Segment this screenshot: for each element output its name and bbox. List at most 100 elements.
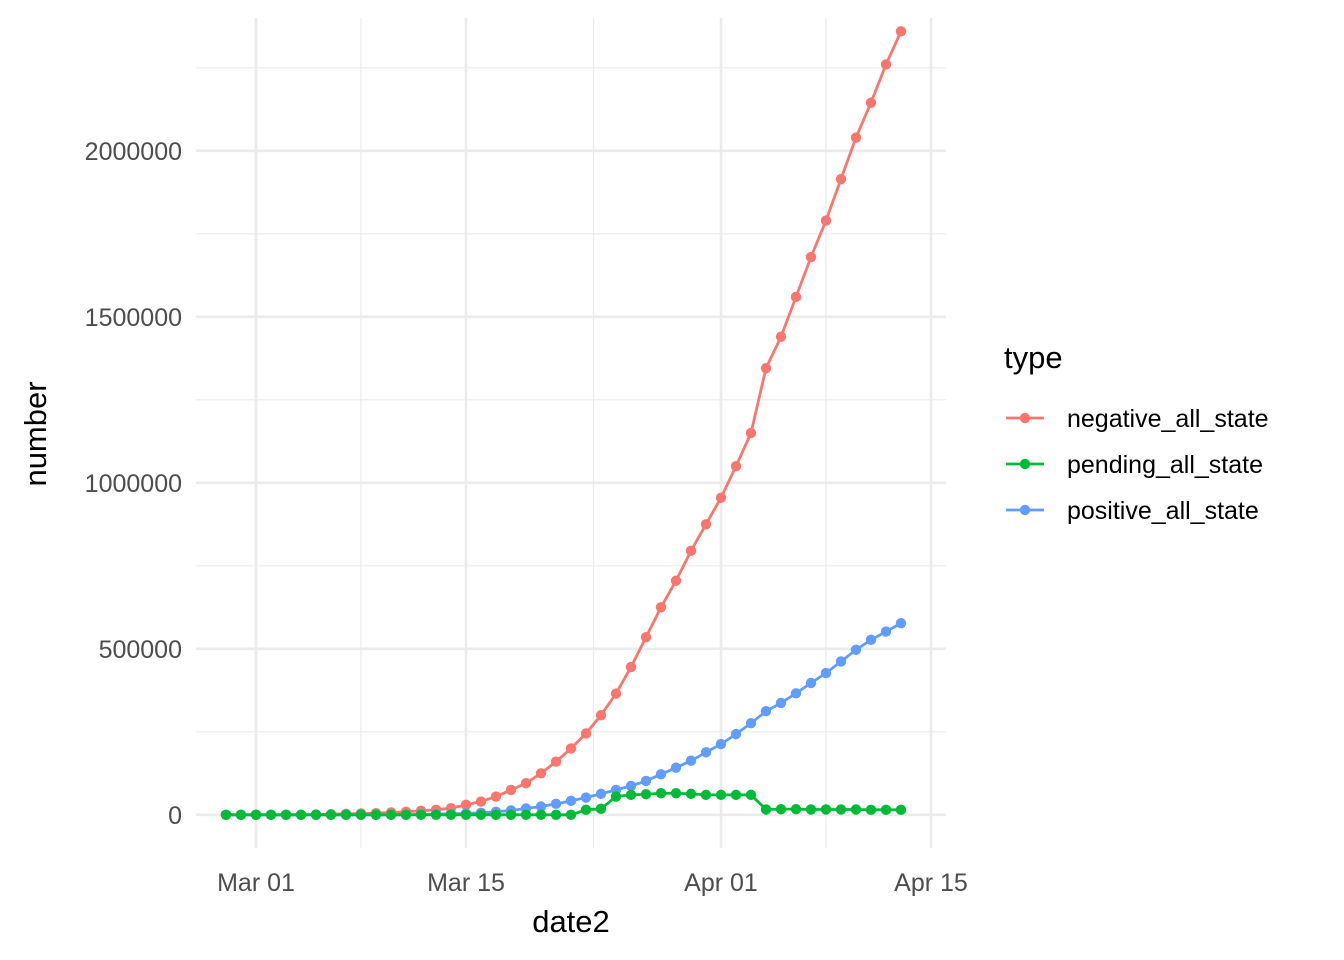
data-point — [820, 215, 832, 226]
data-point — [850, 132, 862, 143]
data-point — [595, 788, 607, 800]
data-point — [550, 798, 562, 810]
data-point — [475, 796, 487, 807]
data-point — [640, 631, 652, 643]
legend-key — [1006, 458, 1044, 470]
data-point — [610, 688, 622, 699]
data-point — [430, 809, 442, 820]
data-point — [355, 809, 367, 820]
data-point — [595, 803, 607, 815]
data-point — [505, 809, 517, 820]
legend-key-point — [1019, 504, 1031, 516]
legend-key — [1006, 504, 1044, 516]
y-tick-label: 1000000 — [85, 470, 182, 498]
data-point — [805, 804, 817, 815]
data-point — [715, 789, 727, 801]
data-point — [520, 809, 532, 820]
data-point — [280, 809, 292, 820]
x-tick-label: Mar 15 — [427, 869, 505, 897]
data-point — [565, 795, 577, 807]
data-point — [745, 717, 757, 729]
data-point — [685, 788, 697, 800]
data-point — [595, 710, 607, 721]
data-point — [445, 809, 457, 820]
data-point — [835, 804, 847, 815]
series-negative-all-state — [220, 26, 907, 820]
data-point — [685, 755, 697, 766]
data-point — [850, 804, 862, 815]
data-point — [805, 677, 817, 689]
series-line — [226, 791, 901, 817]
data-point — [565, 809, 577, 820]
data-point — [775, 331, 787, 342]
legend-key-point — [1019, 412, 1031, 424]
legend-key-point — [1019, 458, 1031, 470]
series-line — [226, 622, 902, 817]
data-point — [460, 799, 472, 811]
data-point — [790, 688, 802, 699]
x-tick-label: Apr 01 — [684, 869, 758, 897]
data-point — [625, 789, 637, 801]
data-point — [685, 545, 697, 557]
data-point — [220, 809, 232, 820]
data-point — [535, 801, 547, 812]
data-point — [580, 728, 592, 739]
legend-label: pending_all_state — [1067, 451, 1263, 479]
y-axis-ticks: 0 500000 1000000 1500000 2000000 — [85, 138, 182, 830]
data-point — [835, 173, 847, 185]
data-point — [415, 809, 427, 820]
series-layer — [220, 26, 907, 820]
data-point — [880, 59, 892, 70]
legend-label: negative_all_state — [1067, 405, 1269, 433]
data-point — [535, 768, 547, 779]
data-point — [670, 762, 682, 773]
data-point — [640, 789, 652, 800]
data-point — [700, 747, 712, 758]
series-pending-all-state — [220, 788, 907, 820]
data-point — [325, 809, 337, 820]
data-point — [730, 789, 742, 801]
data-point — [865, 97, 877, 108]
data-point — [700, 519, 712, 530]
data-point — [490, 791, 502, 802]
data-point — [295, 809, 307, 820]
data-point — [400, 809, 412, 820]
data-point — [730, 728, 742, 740]
data-point — [340, 809, 352, 820]
data-point — [655, 788, 667, 799]
data-point — [490, 809, 502, 820]
y-axis-title: number — [18, 381, 53, 486]
data-point — [550, 756, 562, 767]
data-point — [790, 291, 802, 303]
data-point — [745, 427, 757, 439]
data-point — [550, 809, 562, 820]
data-point — [895, 804, 907, 816]
data-point — [235, 809, 247, 820]
data-point — [775, 697, 787, 709]
data-point — [880, 804, 892, 816]
data-point — [520, 778, 532, 789]
data-point — [370, 809, 382, 820]
data-point — [700, 789, 712, 801]
data-point — [715, 738, 727, 750]
data-point — [535, 809, 547, 820]
data-point — [760, 706, 772, 717]
legend-title: type — [1004, 340, 1063, 375]
data-point — [730, 461, 742, 472]
data-point — [790, 803, 802, 815]
data-point — [460, 809, 472, 820]
data-point — [250, 809, 262, 820]
data-point — [850, 644, 862, 655]
legend-key — [1006, 412, 1044, 424]
data-point — [670, 575, 682, 586]
data-point — [670, 788, 682, 799]
data-point — [580, 804, 592, 816]
data-point — [880, 626, 892, 637]
data-point — [895, 26, 907, 37]
data-point — [865, 634, 877, 646]
y-tick-label: 0 — [168, 802, 182, 830]
data-point — [640, 775, 652, 787]
data-point — [475, 809, 487, 820]
x-axis-title: date2 — [532, 904, 610, 939]
data-point — [655, 769, 667, 780]
